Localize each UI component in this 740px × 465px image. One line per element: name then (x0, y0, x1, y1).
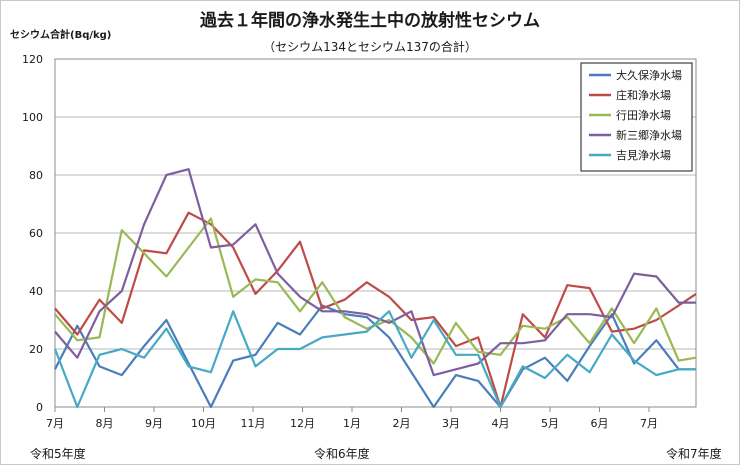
series-line-1 (54, 304, 696, 409)
x-tick-label: 8月 (95, 417, 113, 430)
legend-label: 新三郷浄水場 (616, 128, 682, 142)
period-label-r6: 令和6年度 (314, 447, 370, 461)
y-tick-label: 20 (29, 343, 43, 356)
series-line-3 (54, 217, 697, 365)
y-tick-label: 40 (29, 285, 43, 298)
y-axis-label: セシウム合計(Bq/kg) (10, 30, 112, 41)
x-tick-label: 5月 (541, 417, 559, 430)
legend-label: 庄和浄水場 (616, 88, 671, 102)
x-tick-label: 7月 (640, 417, 658, 430)
y-tick-label: 100 (22, 111, 43, 124)
y-tick-label: 60 (29, 227, 43, 240)
x-tick-label: 6月 (590, 417, 608, 430)
legend-label: 行田浄水場 (616, 108, 671, 122)
plot-area (54, 58, 697, 408)
series-line-5 (53, 310, 696, 409)
x-tick-label: 12月 (290, 417, 315, 430)
x-tick-label: 3月 (442, 417, 460, 430)
chart-title: 過去１年間の浄水発生土中の放射性セシウム (200, 11, 540, 31)
x-tick-label: 10月 (191, 417, 216, 430)
x-tick-label: 7月 (46, 417, 64, 430)
x-tick-label: 2月 (392, 417, 410, 430)
series-line-2 (54, 211, 697, 409)
legend (580, 62, 693, 172)
x-tick-label: 11月 (240, 417, 265, 430)
chart-subtitle: （セシウム134とセシウム137の合計） (263, 40, 477, 54)
x-tick-label: 4月 (491, 417, 509, 430)
y-tick-label: 0 (36, 401, 43, 414)
series-line-4 (54, 168, 696, 377)
y-tick-label: 80 (29, 169, 43, 182)
period-label-r5: 令和5年度 (30, 447, 86, 461)
x-tick-label: 9月 (145, 417, 163, 430)
period-label-r7: 令和7年度 (666, 447, 722, 461)
x-tick-label: 1月 (343, 417, 361, 430)
legend-label: 大久保浄水場 (616, 68, 682, 82)
legend-label: 吉見浄水場 (616, 148, 671, 162)
y-tick-label: 120 (22, 53, 43, 66)
